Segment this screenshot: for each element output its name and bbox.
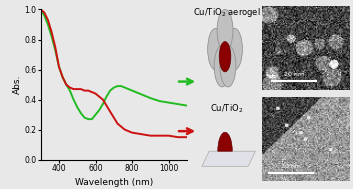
Text: Cu/TiO$_2$: Cu/TiO$_2$ bbox=[210, 102, 243, 115]
Circle shape bbox=[219, 42, 231, 72]
Text: 20 nm: 20 nm bbox=[284, 72, 304, 77]
Circle shape bbox=[214, 45, 230, 87]
Text: Cu/TiO$_2$ aerogel: Cu/TiO$_2$ aerogel bbox=[193, 6, 260, 19]
X-axis label: Wavelength (nm): Wavelength (nm) bbox=[75, 178, 153, 187]
Circle shape bbox=[227, 28, 243, 70]
Y-axis label: Abs.: Abs. bbox=[12, 75, 22, 94]
Circle shape bbox=[217, 9, 233, 51]
Circle shape bbox=[208, 28, 223, 70]
Circle shape bbox=[220, 45, 236, 87]
Text: 20 nm: 20 nm bbox=[281, 164, 301, 169]
Polygon shape bbox=[202, 151, 256, 166]
Wedge shape bbox=[218, 132, 232, 151]
